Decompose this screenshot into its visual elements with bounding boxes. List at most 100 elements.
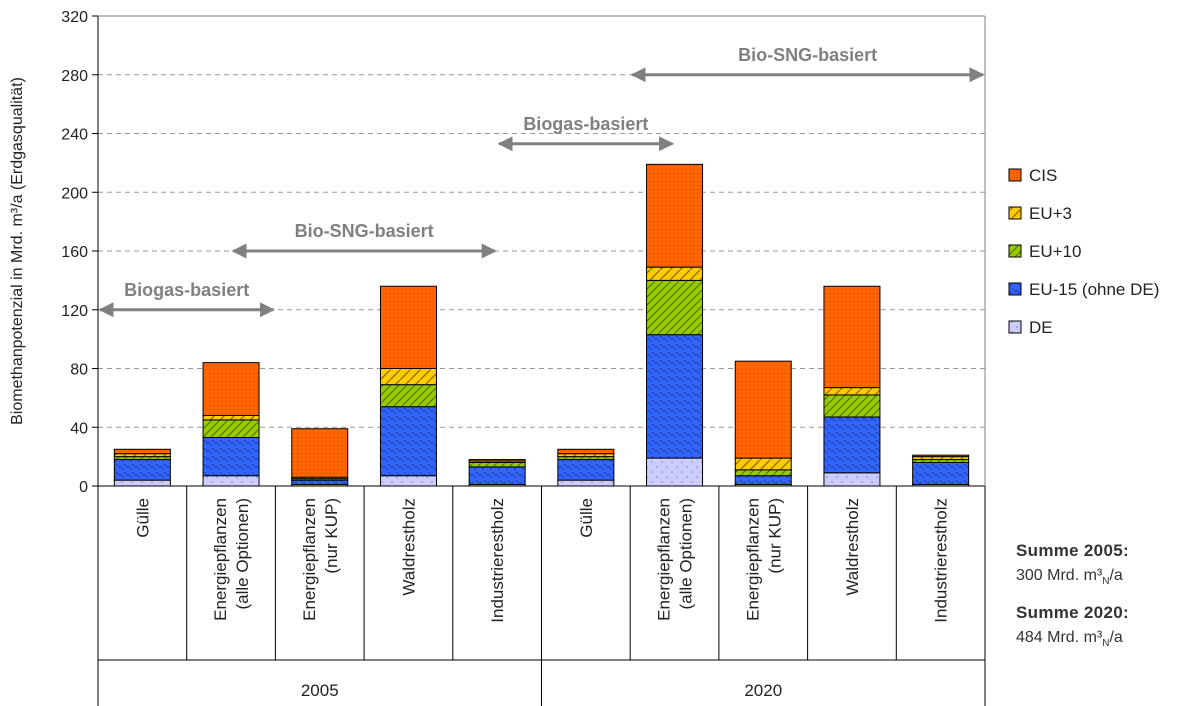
bar-segment-cis — [823, 285, 881, 389]
x-category-label: Waldrestholz — [843, 498, 862, 596]
bar-segment-cis — [202, 362, 260, 416]
summary-2005-value: 300 Mrd. m³N/a — [1016, 567, 1129, 587]
x-category-label: Industrierestholz — [932, 498, 951, 623]
bar-segment-eu-15-ohne-de- — [646, 334, 704, 459]
bar-segment-eu-15-ohne-de- — [113, 459, 171, 481]
x-category-label-line: Energiepflanzen — [300, 498, 319, 621]
legend-swatch — [1008, 282, 1022, 296]
y-ticks: 0 40 80 120 160 200 240 280 320 — [61, 9, 98, 496]
summary-2020-label: Summe 2020: — [1016, 603, 1129, 622]
bar-segment-cis — [379, 285, 437, 369]
y-axis-title: Biomethanpotenzial in Mrd. m³/a (Erdgasq… — [9, 77, 26, 425]
bar-segment-eu-15-ohne-de- — [379, 406, 437, 477]
x-category-label-line: (nur KUP) — [765, 498, 784, 574]
summary-2005: Summe 2005: 300 Mrd. m³N/a — [1016, 541, 1129, 587]
x-category-label-line: Energiepflanzen — [743, 498, 762, 621]
bars — [113, 163, 970, 487]
legend-swatch — [1008, 168, 1022, 182]
y-tick-label: 0 — [79, 479, 88, 496]
bar-segment-cis — [468, 459, 526, 462]
group-label: 2020 — [744, 681, 782, 700]
bar-segment-cis — [113, 448, 171, 455]
bar-segment-eu-15-ohne-de- — [557, 459, 615, 481]
unit-subscript: N — [1102, 638, 1110, 650]
x-category-label: Energiepflanzen (alle Optionen) — [655, 498, 696, 621]
bar-segment-de — [379, 475, 437, 487]
legend-swatch — [1008, 244, 1022, 258]
summary-2020-number: 484 Mrd. m³ — [1016, 629, 1103, 646]
annotations: Biogas-basiert Bio-SNG-basiert Biogas-basi… — [98, 45, 985, 318]
bar-segment-de — [113, 479, 171, 487]
y-tick-label: 200 — [61, 185, 88, 202]
x-category-label: Energiepflanzen (nur KUP) — [300, 498, 341, 621]
x-category-labels: Gülle Energiepflanzen (alle Optionen) Energ… — [97, 486, 986, 706]
x-category-label-line: Industrierestholz — [932, 498, 951, 623]
bar-segment-cis — [646, 163, 704, 268]
range-label: Bio-SNG-basiert — [738, 45, 877, 65]
y-tick-label: 320 — [61, 9, 88, 26]
legend-label: CIS — [1029, 166, 1057, 185]
bar-segment-eu-10 — [734, 469, 792, 477]
range-label: Biogas-basiert — [523, 114, 648, 134]
range-label: Biogas-basiert — [124, 280, 249, 300]
bar-segment-eu-3 — [379, 368, 437, 386]
bar-segment-eu-3 — [823, 387, 881, 396]
x-category-label-line: Waldrestholz — [399, 498, 418, 596]
x-category-label-line: Gülle — [577, 498, 596, 538]
x-category-label: Energiepflanzen (nur KUP) — [743, 498, 784, 621]
bar-segment-de — [202, 475, 260, 487]
x-category-label-line: Energiepflanzen — [655, 498, 674, 621]
bar-segment-de — [646, 457, 704, 487]
x-category-label-line: (alle Optionen) — [677, 498, 696, 610]
y-tick-label: 240 — [61, 127, 88, 144]
unit-tail: /a — [1109, 567, 1123, 584]
summary-2020: Summe 2020: 484 Mrd. m³N/a — [1016, 603, 1129, 649]
legend-swatch — [1008, 206, 1022, 220]
bar-segment-eu-15-ohne-de- — [291, 479, 349, 486]
bar-segment-eu-3 — [646, 266, 704, 281]
legend-label: DE — [1029, 318, 1053, 337]
summary-2020-value: 484 Mrd. m³N/a — [1016, 629, 1129, 649]
bar-segment-cis — [557, 448, 615, 455]
x-category-label: Energiepflanzen (alle Optionen) — [211, 498, 252, 621]
bar-segment-eu-10 — [379, 384, 437, 408]
bar-segment-eu-15-ohne-de- — [823, 416, 881, 474]
bar-segment-cis — [291, 428, 349, 478]
legend-label: EU+3 — [1029, 204, 1072, 223]
bar-segment-eu-10 — [646, 279, 704, 336]
bar-segment-eu-15-ohne-de- — [912, 462, 970, 486]
bar-segment-de — [823, 472, 881, 487]
summary-2005-number: 300 Mrd. m³ — [1016, 567, 1103, 584]
bar-segment-de — [557, 479, 615, 487]
unit-tail: /a — [1109, 629, 1123, 646]
bar-segment-cis — [912, 454, 970, 458]
bar-segment-eu-10 — [468, 462, 526, 468]
x-category-label-line: Gülle — [133, 498, 152, 538]
x-category-label: Gülle — [577, 498, 596, 538]
y-tick-label: 120 — [61, 303, 88, 320]
summary-2005-label: Summe 2005: — [1016, 541, 1129, 560]
legend-label: EU+10 — [1029, 242, 1081, 261]
y-tick-label: 160 — [61, 244, 88, 261]
bar-segment-eu-3 — [734, 457, 792, 471]
y-tick-label: 80 — [70, 362, 88, 379]
bar-segment-cis — [734, 360, 792, 459]
x-category-label-line: Energiepflanzen — [211, 498, 230, 621]
x-category-label-line: (alle Optionen) — [233, 498, 252, 610]
unit-subscript: N — [1102, 576, 1110, 588]
bar-segment-eu-15-ohne-de- — [202, 437, 260, 477]
bar-segment-eu-15-ohne-de- — [468, 466, 526, 486]
bar-segment-eu-10 — [202, 419, 260, 439]
legend-swatch — [1008, 320, 1022, 334]
legend-label: EU-15 (ohne DE) — [1029, 280, 1159, 299]
x-category-label: Waldrestholz — [399, 498, 418, 596]
x-category-label: Gülle — [133, 498, 152, 538]
x-category-label-line: Waldrestholz — [843, 498, 862, 596]
group-label: 2005 — [301, 681, 339, 700]
range-label: Bio-SNG-basiert — [295, 221, 434, 241]
y-tick-label: 40 — [70, 420, 88, 437]
bar-segment-eu-10 — [823, 394, 881, 418]
bar-segment-eu-15-ohne-de- — [734, 475, 792, 486]
legend: CIS EU+3 EU+10 EU-15 (ohne DE) DE — [1008, 166, 1159, 337]
